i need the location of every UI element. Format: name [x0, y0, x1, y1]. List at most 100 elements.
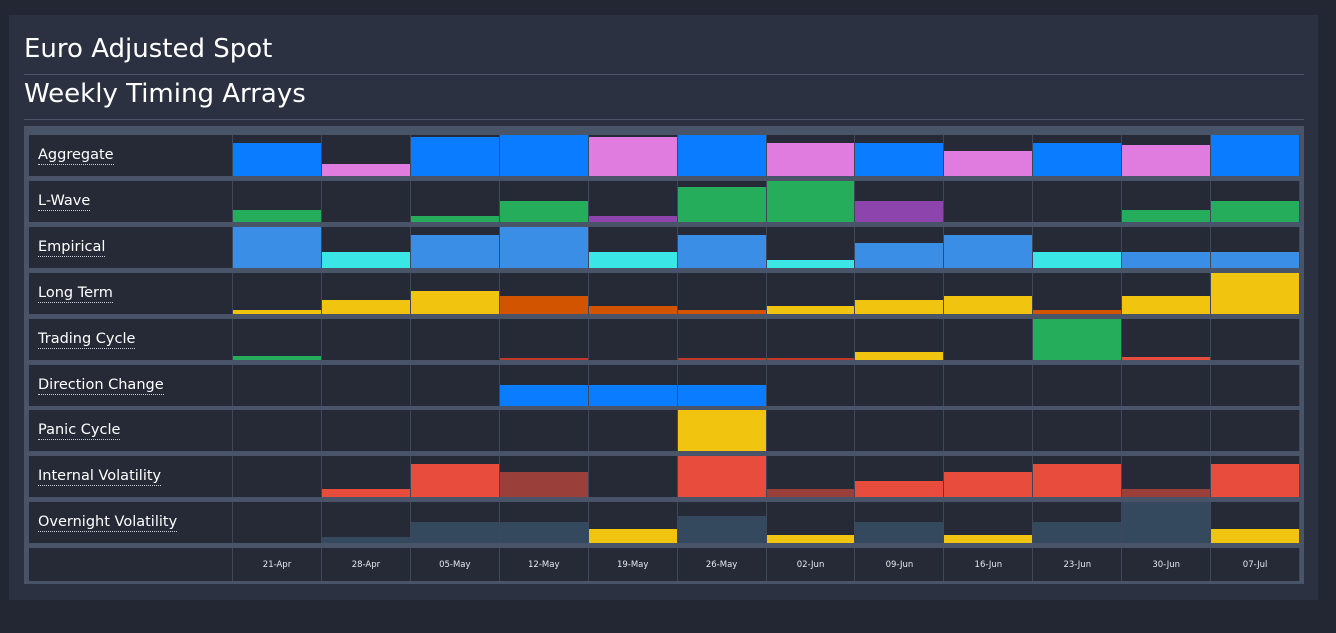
bar-aggregate-07-Jul[interactable]: [1211, 135, 1300, 176]
grid-line: [409, 410, 411, 452]
row-label-trading-cycle[interactable]: Trading Cycle: [38, 330, 136, 349]
grid-line: [765, 135, 767, 176]
bar-l-wave-26-May[interactable]: [677, 186, 766, 222]
bar-empirical-28-Apr[interactable]: [321, 251, 410, 268]
bar-aggregate-21-Apr[interactable]: [233, 143, 321, 176]
bar-internal-volatility-12-May[interactable]: [499, 472, 588, 498]
bar-internal-volatility-07-Jul[interactable]: [1211, 464, 1300, 498]
bar-long-term-05-May[interactable]: [410, 290, 499, 314]
bar-overnight-volatility-12-May[interactable]: [499, 522, 588, 544]
bar-aggregate-19-May[interactable]: [588, 137, 677, 176]
grid-line: [1032, 548, 1034, 582]
bar-direction-change-19-May[interactable]: [588, 384, 677, 406]
grid-line: [1299, 135, 1301, 176]
bar-overnight-volatility-19-May[interactable]: [588, 529, 677, 544]
bar-direction-change-12-May[interactable]: [499, 384, 588, 406]
bar-overnight-volatility-05-May[interactable]: [410, 522, 499, 544]
bar-long-term-12-May[interactable]: [499, 295, 588, 314]
bar-l-wave-12-May[interactable]: [499, 200, 588, 222]
bar-aggregate-02-Jun[interactable]: [766, 143, 855, 176]
bar-overnight-volatility-30-Jun[interactable]: [1122, 502, 1211, 544]
row-label-aggregate[interactable]: Aggregate: [38, 147, 114, 165]
row-label-panic-cycle[interactable]: Panic Cycle: [38, 422, 121, 441]
bar-empirical-07-Jul[interactable]: [1211, 251, 1300, 268]
bar-aggregate-09-Jun[interactable]: [855, 143, 944, 176]
row-label-long-term[interactable]: Long Term: [38, 284, 113, 303]
bar-empirical-19-May[interactable]: [588, 251, 677, 268]
grid-line: [676, 456, 678, 498]
bar-empirical-02-Jun[interactable]: [766, 259, 855, 268]
bar-aggregate-30-Jun[interactable]: [1122, 145, 1211, 176]
bar-empirical-12-May[interactable]: [499, 226, 588, 268]
grid-line: [1210, 364, 1212, 406]
row-label-internal-volatility[interactable]: Internal Volatility: [38, 468, 162, 487]
bar-aggregate-28-Apr[interactable]: [321, 164, 410, 176]
bar-empirical-05-May[interactable]: [410, 234, 499, 268]
bar-l-wave-09-Jun[interactable]: [855, 200, 944, 222]
bar-aggregate-12-May[interactable]: [499, 135, 588, 176]
bar-trading-cycle-21-Apr[interactable]: [233, 355, 321, 360]
bar-aggregate-23-Jun[interactable]: [1033, 143, 1122, 176]
bar-overnight-volatility-09-Jun[interactable]: [855, 522, 944, 544]
bar-panic-cycle-26-May[interactable]: [677, 410, 766, 452]
bar-internal-volatility-16-Jun[interactable]: [944, 472, 1033, 498]
row-label-l-wave[interactable]: L-Wave: [38, 192, 91, 211]
bar-long-term-21-Apr[interactable]: [233, 309, 321, 314]
bar-l-wave-30-Jun[interactable]: [1122, 209, 1211, 222]
bar-long-term-02-Jun[interactable]: [766, 305, 855, 314]
grid-line: [676, 226, 678, 268]
bar-empirical-16-Jun[interactable]: [944, 234, 1033, 268]
grid-line: [1121, 272, 1123, 314]
bar-long-term-28-Apr[interactable]: [321, 299, 410, 314]
bar-empirical-23-Jun[interactable]: [1033, 251, 1122, 268]
bar-empirical-09-Jun[interactable]: [855, 242, 944, 268]
bar-trading-cycle-12-May[interactable]: [499, 357, 588, 360]
date-tick-label: 02-Jun: [796, 560, 825, 571]
bar-long-term-16-Jun[interactable]: [944, 295, 1033, 314]
bar-empirical-21-Apr[interactable]: [233, 226, 321, 268]
bar-long-term-23-Jun[interactable]: [1033, 309, 1122, 314]
bar-empirical-26-May[interactable]: [677, 234, 766, 268]
bar-long-term-07-Jul[interactable]: [1211, 272, 1300, 314]
bar-internal-volatility-02-Jun[interactable]: [766, 489, 855, 498]
bar-overnight-volatility-02-Jun[interactable]: [766, 535, 855, 544]
bar-l-wave-05-May[interactable]: [410, 215, 499, 222]
bar-trading-cycle-09-Jun[interactable]: [855, 351, 944, 360]
bar-aggregate-26-May[interactable]: [677, 135, 766, 176]
bar-overnight-volatility-28-Apr[interactable]: [321, 537, 410, 544]
bar-internal-volatility-28-Apr[interactable]: [321, 489, 410, 498]
bar-internal-volatility-30-Jun[interactable]: [1122, 489, 1211, 498]
bar-long-term-09-Jun[interactable]: [855, 299, 944, 314]
bar-trading-cycle-26-May[interactable]: [677, 357, 766, 360]
bar-overnight-volatility-26-May[interactable]: [677, 516, 766, 544]
grid-line: [587, 502, 589, 544]
row-label-direction-change[interactable]: Direction Change: [38, 376, 164, 395]
bar-long-term-30-Jun[interactable]: [1122, 295, 1211, 314]
bar-internal-volatility-05-May[interactable]: [410, 464, 499, 498]
bar-overnight-volatility-07-Jul[interactable]: [1211, 529, 1300, 544]
row-label-empirical[interactable]: Empirical: [38, 238, 106, 257]
grid-line: [943, 318, 945, 360]
bar-internal-volatility-09-Jun[interactable]: [855, 481, 944, 498]
bar-internal-volatility-23-Jun[interactable]: [1033, 464, 1122, 498]
bar-internal-volatility-26-May[interactable]: [677, 456, 766, 498]
bar-aggregate-05-May[interactable]: [410, 137, 499, 176]
bar-direction-change-26-May[interactable]: [677, 384, 766, 406]
bar-l-wave-21-Apr[interactable]: [233, 209, 321, 222]
bar-aggregate-16-Jun[interactable]: [944, 151, 1033, 176]
bar-l-wave-02-Jun[interactable]: [766, 180, 855, 222]
bar-l-wave-19-May[interactable]: [588, 215, 677, 222]
grid-line: [232, 135, 233, 176]
bar-overnight-volatility-16-Jun[interactable]: [944, 535, 1033, 544]
bar-long-term-19-May[interactable]: [588, 305, 677, 314]
date-tick-label: 21-Apr: [262, 560, 292, 571]
grid-line: [1299, 272, 1301, 314]
bar-trading-cycle-30-Jun[interactable]: [1122, 356, 1211, 360]
bar-overnight-volatility-23-Jun[interactable]: [1033, 522, 1122, 544]
bar-trading-cycle-02-Jun[interactable]: [766, 357, 855, 360]
bar-empirical-30-Jun[interactable]: [1122, 251, 1211, 268]
bar-l-wave-07-Jul[interactable]: [1211, 200, 1300, 222]
row-label-overnight-volatility[interactable]: Overnight Volatility: [38, 514, 178, 533]
bar-long-term-26-May[interactable]: [677, 309, 766, 314]
bar-trading-cycle-23-Jun[interactable]: [1033, 318, 1122, 360]
